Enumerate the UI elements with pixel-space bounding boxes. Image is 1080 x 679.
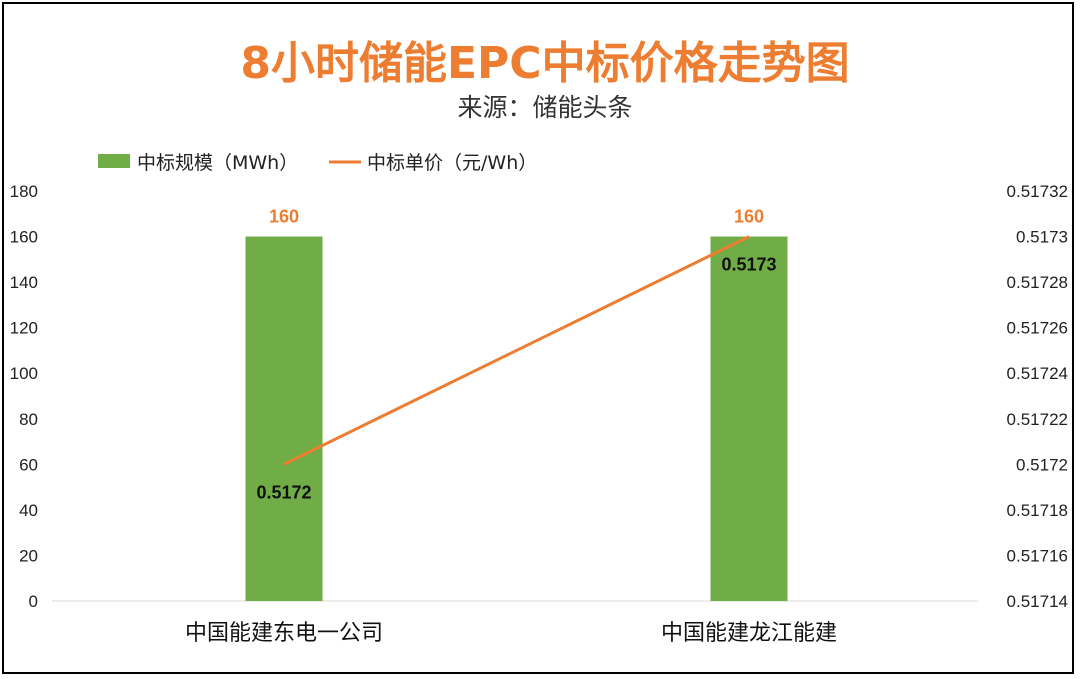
left-tick-label: 20 — [19, 546, 38, 565]
bar — [245, 236, 323, 602]
left-tick-label: 120 — [10, 319, 38, 338]
bar-series: 160 160 — [245, 207, 788, 602]
chart-title: 8小时储能EPC中标价格走势图 — [240, 38, 849, 89]
left-tick-label: 60 — [19, 455, 38, 474]
right-tick-label: 0.51716 — [1007, 546, 1068, 565]
line-value-label: 0.5172 — [256, 482, 311, 502]
legend-line-label: 中标单价（元/Wh） — [367, 152, 537, 174]
bar-value-label: 160 — [734, 207, 764, 227]
right-tick-label: 0.5172 — [1016, 455, 1068, 474]
left-tick-label: 160 — [10, 228, 38, 247]
left-axis: 0 20 40 60 80 100 120 140 160 180 — [10, 182, 38, 611]
right-tick-label: 0.51726 — [1007, 319, 1068, 338]
left-tick-label: 100 — [10, 364, 38, 383]
bar — [710, 236, 788, 602]
right-tick-label: 0.51732 — [1007, 182, 1068, 201]
legend-bar-swatch — [98, 154, 130, 168]
left-tick-label: 140 — [10, 273, 38, 292]
right-tick-label: 0.51724 — [1007, 364, 1068, 383]
right-tick-label: 0.51728 — [1007, 273, 1068, 292]
legend: 中标规模（MWh） 中标单价（元/Wh） — [98, 152, 537, 174]
right-tick-label: 0.51714 — [1007, 592, 1068, 611]
legend-bar-label: 中标规模（MWh） — [137, 152, 298, 174]
right-tick-label: 0.51722 — [1007, 410, 1068, 429]
chart-subtitle: 来源：储能头条 — [457, 93, 632, 122]
category-labels: 中国能建东电一公司 中国能建龙江能建 — [185, 621, 837, 646]
left-tick-label: 0 — [29, 592, 38, 611]
line-value-label: 0.5173 — [721, 255, 776, 275]
left-tick-label: 40 — [19, 501, 38, 520]
left-tick-label: 180 — [10, 182, 38, 201]
bar-value-label: 160 — [269, 207, 299, 227]
price-line — [283, 235, 750, 466]
category-label: 中国能建东电一公司 — [185, 621, 383, 646]
right-axis: 0.51714 0.51716 0.51718 0.5172 0.51722 0.5172… — [1007, 182, 1068, 611]
right-tick-label: 0.51718 — [1007, 501, 1068, 520]
right-tick-label: 0.5173 — [1016, 228, 1068, 247]
left-tick-label: 80 — [19, 410, 38, 429]
category-label: 中国能建龙江能建 — [661, 621, 837, 646]
line-series: 0.5172 0.5173 — [256, 235, 777, 502]
